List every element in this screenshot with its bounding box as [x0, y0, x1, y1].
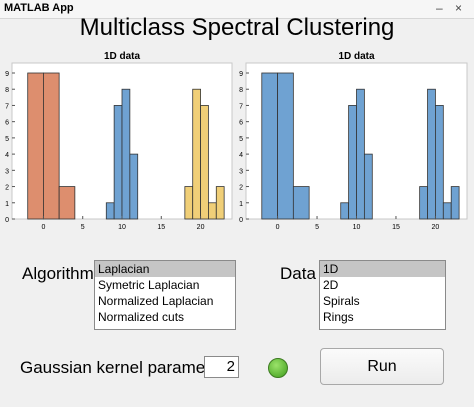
- algorithm-option[interactable]: Normalized Laplacian: [98, 294, 214, 308]
- y-tick-label: 5: [239, 136, 243, 143]
- gaussian-kernel-field[interactable]: 2: [204, 356, 239, 378]
- data-option[interactable]: Spirals: [323, 294, 360, 308]
- chart-title: 1D data: [338, 51, 375, 62]
- x-tick-label: 0: [276, 224, 280, 231]
- data-listbox[interactable]: 1D 2D Spirals Rings: [319, 260, 446, 330]
- algorithm-label: Algorithm: [22, 264, 94, 283]
- y-tick-label: 2: [239, 185, 243, 192]
- x-tick-label: 5: [315, 224, 319, 231]
- x-tick-label: 20: [432, 224, 440, 231]
- algorithm-option[interactable]: Symetric Laplacian: [98, 278, 200, 292]
- histogram-left-svg: 1D data 0 1 2 3 4 5 6 7 8 9 0 5 10 15 20: [5, 51, 233, 231]
- histogram-bar: [58, 186, 76, 220]
- title-bar: MATLAB App – ×: [0, 0, 474, 19]
- window-title: MATLAB App: [4, 2, 74, 14]
- app-title: Multiclass Spectral Clustering: [79, 14, 395, 41]
- histogram-bar: [43, 72, 60, 220]
- y-tick-label: 1: [239, 201, 243, 208]
- histogram-bar: [261, 72, 278, 220]
- minimize-icon[interactable]: –: [436, 1, 443, 15]
- y-tick-label: 7: [239, 103, 243, 110]
- histogram-bar: [200, 105, 209, 220]
- x-tick-label: 15: [392, 224, 400, 231]
- data-option[interactable]: Rings: [323, 310, 354, 324]
- y-tick-label: 4: [239, 152, 243, 159]
- histogram-bar: [427, 88, 436, 220]
- y-tick-label: 3: [5, 168, 9, 175]
- histogram-bar: [184, 186, 194, 220]
- data-label: Data: [280, 264, 316, 283]
- run-button[interactable]: Run: [320, 348, 444, 385]
- y-tick-label: 9: [5, 71, 9, 78]
- histogram-right: 1D data 0 1 2 3 4 5 6 7 8 9 0 5 10 15 20: [234, 47, 472, 242]
- histogram-bar: [419, 186, 428, 220]
- histogram-bar: [450, 186, 460, 220]
- x-tick-label: 10: [353, 224, 361, 231]
- y-tick-label: 6: [239, 120, 243, 127]
- x-tick-label: 10: [118, 224, 126, 231]
- gaussian-kernel-label: Gaussian kernel parameter: [20, 358, 226, 377]
- histogram-bar: [105, 202, 115, 220]
- y-tick-label: 0: [239, 217, 243, 224]
- histogram-bar: [292, 186, 310, 220]
- histogram-bar: [121, 88, 131, 220]
- x-tick-label: 0: [41, 224, 45, 231]
- y-tick-label: 8: [5, 87, 9, 94]
- histogram-bar: [356, 88, 365, 220]
- y-tick-label: 1: [5, 201, 9, 208]
- y-tick-label: 0: [5, 217, 9, 224]
- histogram-bar: [113, 105, 123, 220]
- algorithm-option[interactable]: Normalized cuts: [98, 310, 185, 324]
- y-tick-label: 7: [5, 103, 9, 110]
- data-option[interactable]: 1D: [320, 261, 445, 277]
- histogram-bar: [348, 105, 357, 220]
- histogram-bar: [208, 202, 217, 220]
- y-tick-label: 4: [5, 152, 9, 159]
- histogram-right-svg: 1D data 0 1 2 3 4 5 6 7 8 9 0 5 10 15 20: [239, 51, 468, 231]
- y-tick-label: 2: [5, 185, 9, 192]
- histogram-bar: [215, 186, 225, 220]
- x-tick-label: 20: [197, 224, 205, 231]
- status-lamp: [268, 358, 288, 378]
- histogram-bar: [277, 72, 294, 220]
- histogram-bar: [363, 153, 373, 220]
- data-option[interactable]: 2D: [323, 278, 339, 292]
- histogram-bar: [435, 105, 444, 220]
- x-tick-label: 15: [157, 224, 165, 231]
- y-tick-label: 3: [239, 168, 243, 175]
- close-icon[interactable]: ×: [455, 1, 463, 15]
- algorithm-option[interactable]: Laplacian: [95, 261, 235, 277]
- y-tick-label: 6: [5, 120, 9, 127]
- y-tick-label: 9: [239, 71, 243, 78]
- histogram-left: 1D data 0 1 2 3 4 5 6 7 8 9 0 5 10 15 20: [0, 47, 237, 242]
- y-tick-label: 8: [239, 87, 243, 94]
- histogram-bar: [442, 202, 452, 220]
- histogram-bar: [192, 88, 201, 220]
- histogram-bar: [340, 202, 350, 220]
- x-tick-label: 5: [81, 224, 85, 231]
- histogram-bar: [27, 72, 44, 220]
- y-tick-label: 5: [5, 136, 9, 143]
- histogram-bar: [129, 153, 139, 220]
- chart-title: 1D data: [104, 51, 141, 62]
- algorithm-listbox[interactable]: Laplacian Symetric Laplacian Normalized La…: [94, 260, 236, 330]
